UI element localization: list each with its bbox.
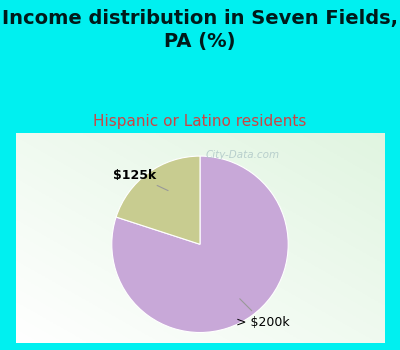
Wedge shape: [112, 156, 288, 332]
Text: City-Data.com: City-Data.com: [206, 150, 280, 160]
Wedge shape: [116, 156, 200, 244]
Text: $125k: $125k: [113, 168, 168, 191]
Text: Hispanic or Latino residents: Hispanic or Latino residents: [93, 114, 307, 129]
Text: > $200k: > $200k: [236, 299, 290, 329]
Text: Income distribution in Seven Fields,
PA (%): Income distribution in Seven Fields, PA …: [2, 9, 398, 51]
